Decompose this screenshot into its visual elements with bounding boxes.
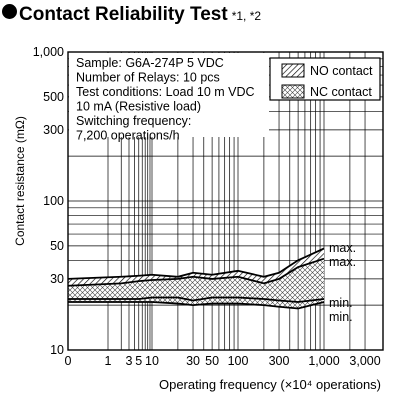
x-axis-label: Operating frequency (×10⁴ operations) (159, 377, 381, 392)
legend-swatch (281, 84, 305, 99)
annotation-max: max. (329, 241, 356, 255)
y-axis-label: Contact resistance (mΩ) (13, 116, 27, 246)
x-tick-label: 100 (228, 354, 249, 368)
x-tick-label: 30 (186, 354, 200, 368)
condition-line: 7,200 operations/h (76, 129, 180, 143)
plot-frame (67, 51, 384, 351)
annotation-min: min. (329, 310, 353, 324)
y-tick-label: 500 (43, 90, 64, 104)
band-nc-contact-min-line (68, 301, 325, 310)
y-tick-label: 30 (50, 272, 64, 286)
condition-line: Switching frequency: (76, 114, 191, 128)
x-tick-label: 3 (126, 354, 133, 368)
y-tick-label: 10 (50, 343, 64, 357)
title-footnote-marks: *1, *2 (231, 9, 262, 23)
max-min-annotations: max.max. min.min. (329, 241, 356, 324)
chart-title: Contact Reliability Test (19, 4, 228, 25)
annotation-min: min. (329, 296, 353, 310)
y-tick-label: 1,000 (33, 45, 64, 59)
condition-line: 10 mA (Resistive load) (76, 100, 201, 114)
legend-label: NO contact (310, 64, 373, 78)
x-tick-label: 3,000 (349, 354, 380, 368)
condition-line: Test conditions: Load 10 m VDC (76, 85, 255, 99)
x-tick-label: 0 (65, 354, 72, 368)
y-tick-label: 100 (43, 194, 64, 208)
legend-swatch (281, 63, 305, 78)
x-tick-label: 1,000 (308, 354, 339, 368)
band-no-contact-max-line (67, 247, 325, 280)
x-tick-label: 5 (135, 354, 142, 368)
y-tick-label: 50 (50, 239, 64, 253)
band-no-contact-min-line (68, 296, 325, 303)
x-tick-labels: 0 1 3 5 10 30 50 100 300 1,000 3,000 (65, 354, 381, 368)
x-tick-label: 1 (105, 354, 112, 368)
conditions-background (69, 53, 269, 137)
x-tick-label: 10 (145, 354, 159, 368)
legend: NO contact NC contact (269, 57, 381, 101)
x-tick-label: 300 (269, 354, 290, 368)
condition-line: Sample: G6A-274P 5 VDC (76, 56, 224, 70)
data-bands (67, 247, 325, 310)
band-nc-contact-max-line (67, 257, 325, 287)
chart-title-block: Contact Reliability Test *1, *2 (2, 4, 261, 30)
legend-label: NC contact (310, 85, 372, 99)
y-tick-label: 300 (43, 123, 64, 137)
y-tick-labels: 10 30 50 100 300 500 1,000 (33, 45, 64, 357)
title-bullet-icon (2, 4, 17, 19)
x-tick-label: 50 (205, 354, 219, 368)
band-nc-contact (68, 258, 324, 309)
annotation-max: max. (329, 255, 356, 269)
condition-line: Number of Relays: 10 pcs (76, 71, 220, 85)
